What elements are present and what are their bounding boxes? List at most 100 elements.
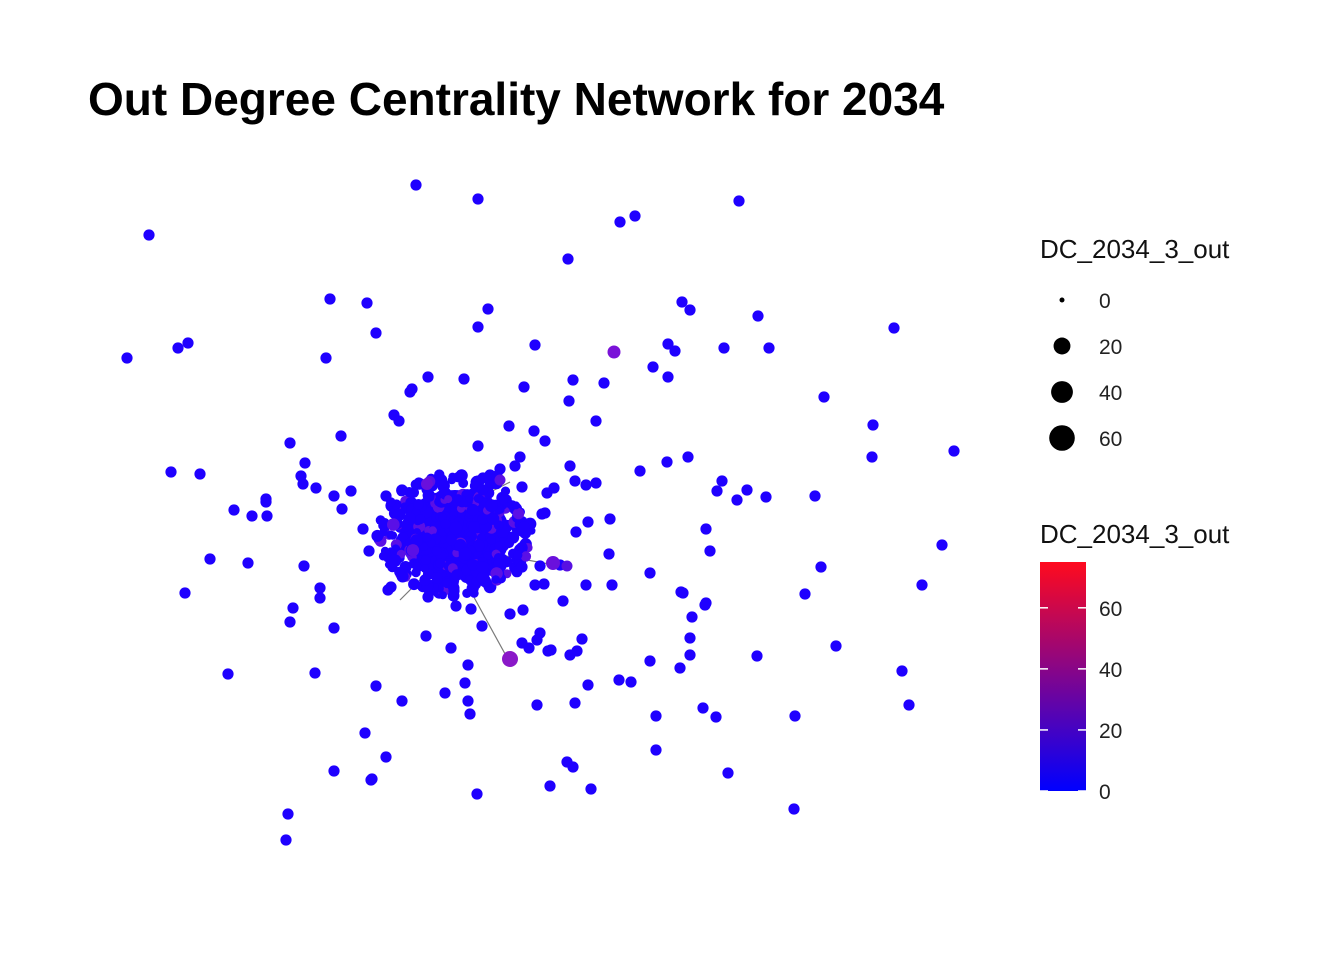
network-node bbox=[710, 711, 722, 723]
network-node bbox=[718, 342, 730, 354]
network-node bbox=[569, 697, 581, 709]
network-node bbox=[613, 674, 625, 686]
network-node bbox=[458, 373, 470, 385]
network-node bbox=[675, 586, 687, 598]
high-degree-node bbox=[421, 478, 433, 490]
network-node bbox=[582, 679, 594, 691]
network-node bbox=[789, 710, 801, 722]
color-legend-tick-label: 60 bbox=[1099, 598, 1122, 621]
cluster-node bbox=[408, 578, 420, 591]
network-node bbox=[284, 437, 296, 449]
network-node bbox=[625, 676, 637, 688]
network-node bbox=[567, 761, 579, 773]
network-node bbox=[503, 420, 515, 432]
cluster-node bbox=[476, 571, 490, 584]
size-legend-label: 0 bbox=[1099, 290, 1111, 313]
cluster-node bbox=[477, 513, 489, 525]
network-node bbox=[370, 327, 382, 339]
cluster-node bbox=[378, 551, 388, 561]
network-node bbox=[299, 457, 311, 469]
network-node bbox=[335, 430, 347, 442]
network-node bbox=[700, 523, 712, 535]
network-node bbox=[309, 667, 321, 679]
network-node bbox=[545, 644, 557, 656]
high-degree-node bbox=[607, 345, 621, 359]
network-node bbox=[464, 708, 476, 720]
network-node bbox=[788, 803, 800, 815]
network-node bbox=[450, 600, 462, 612]
cluster-node bbox=[438, 591, 447, 600]
cluster-node bbox=[420, 564, 429, 573]
network-node bbox=[529, 579, 541, 591]
network-node bbox=[531, 634, 543, 646]
network-node bbox=[603, 548, 615, 560]
network-node bbox=[228, 504, 240, 516]
cluster-node bbox=[467, 559, 479, 571]
network-node bbox=[382, 584, 394, 596]
size-legend-label: 20 bbox=[1099, 336, 1122, 359]
network-node bbox=[462, 659, 474, 671]
cluster-node bbox=[410, 534, 424, 547]
network-node bbox=[650, 710, 662, 722]
network-node bbox=[370, 680, 382, 692]
cluster-node bbox=[410, 479, 421, 490]
network-node bbox=[699, 599, 711, 611]
network-node bbox=[366, 773, 378, 785]
network-node bbox=[182, 337, 194, 349]
network-node bbox=[284, 616, 296, 628]
cluster-node bbox=[476, 561, 489, 574]
network-node bbox=[752, 310, 764, 322]
cluster-node bbox=[483, 551, 493, 560]
size-legend-key bbox=[1051, 381, 1073, 403]
network-node bbox=[261, 510, 273, 522]
network-node bbox=[194, 468, 206, 480]
network-node bbox=[614, 216, 626, 228]
network-node bbox=[445, 642, 457, 654]
cluster-node bbox=[476, 484, 489, 496]
network-node bbox=[676, 296, 688, 308]
network-node bbox=[888, 322, 900, 334]
network-node bbox=[410, 179, 422, 191]
network-node bbox=[314, 592, 326, 604]
network-node bbox=[287, 602, 299, 614]
cluster-node bbox=[462, 588, 472, 598]
network-node bbox=[590, 477, 602, 489]
network-node bbox=[686, 611, 698, 623]
network-node bbox=[809, 490, 821, 502]
network-node bbox=[222, 668, 234, 680]
network-node bbox=[406, 383, 418, 395]
network-node bbox=[477, 472, 489, 484]
network-node bbox=[471, 788, 483, 800]
network-node bbox=[345, 485, 357, 497]
network-node bbox=[760, 491, 772, 503]
cluster-node bbox=[447, 476, 456, 485]
network-node bbox=[518, 521, 530, 533]
network-node bbox=[359, 727, 371, 739]
network-node bbox=[733, 195, 745, 207]
network-node bbox=[165, 466, 177, 478]
network-node bbox=[722, 767, 734, 779]
network-node bbox=[516, 561, 528, 573]
color-legend-title: DC_2034_3_out bbox=[1040, 519, 1230, 549]
network-edge bbox=[469, 589, 511, 664]
network-node bbox=[570, 526, 582, 538]
network-node bbox=[242, 557, 254, 569]
cluster-node bbox=[444, 495, 453, 504]
cluster-node bbox=[465, 494, 474, 503]
chart-title: Out Degree Centrality Network for 2034 bbox=[88, 73, 945, 125]
central-node-cluster bbox=[371, 469, 537, 602]
network-node bbox=[539, 435, 551, 447]
network-node bbox=[684, 649, 696, 661]
network-node bbox=[448, 585, 460, 597]
network-node bbox=[731, 494, 743, 506]
cluster-node bbox=[394, 566, 405, 578]
network-node bbox=[763, 342, 775, 354]
network-node bbox=[246, 510, 258, 522]
cluster-node bbox=[491, 575, 501, 584]
cluster-node bbox=[428, 526, 437, 535]
cluster-node bbox=[466, 503, 479, 516]
network-node bbox=[504, 608, 516, 620]
network-node bbox=[517, 604, 529, 616]
network-node bbox=[916, 579, 928, 591]
network-node bbox=[494, 463, 506, 475]
